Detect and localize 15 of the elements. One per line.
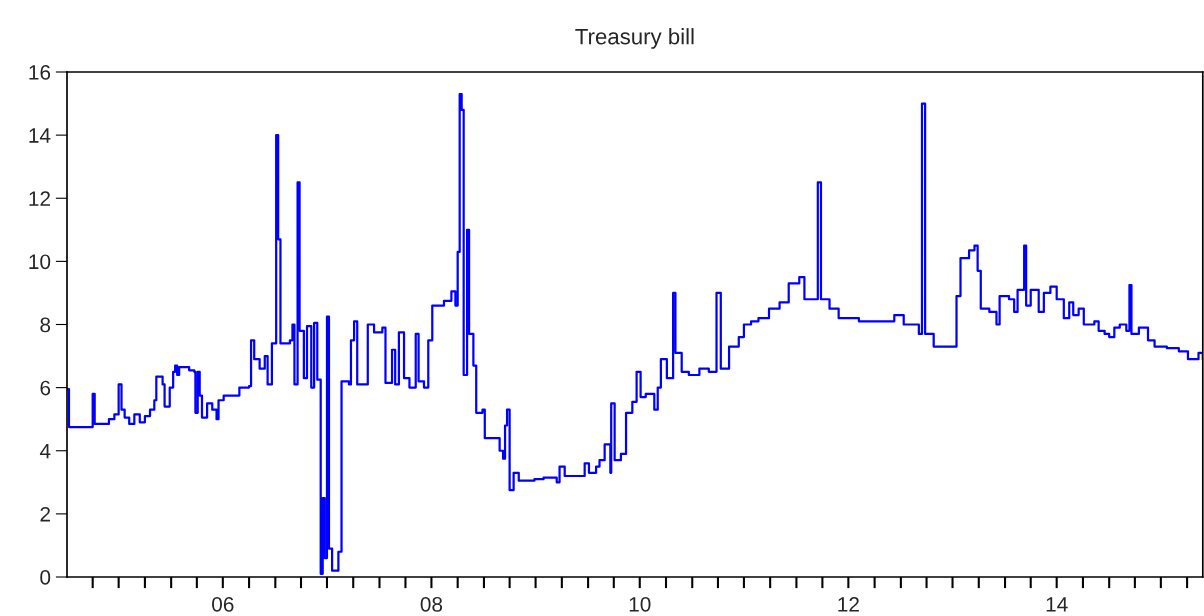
x-tick-label: 08	[420, 596, 443, 612]
y-tick-label: 12	[29, 191, 50, 206]
y-tick-label: 14	[29, 128, 51, 143]
x-tick-label: 14	[1046, 597, 1068, 612]
chart-title: Treasury bill	[575, 28, 694, 49]
y-tick-label: 0	[40, 570, 51, 585]
y-tick-label: 6	[40, 380, 51, 396]
x-tick-label: 12	[838, 596, 859, 612]
y-tick-label: 8	[40, 317, 51, 333]
y-tick-label: 16	[29, 65, 51, 80]
y-tick-label: 4	[39, 443, 51, 459]
y-tick-label: 10	[29, 254, 51, 270]
y-tick-label: 2	[40, 506, 50, 522]
x-tick-label: 10	[629, 596, 651, 612]
x-tick-label: 06	[212, 596, 234, 612]
